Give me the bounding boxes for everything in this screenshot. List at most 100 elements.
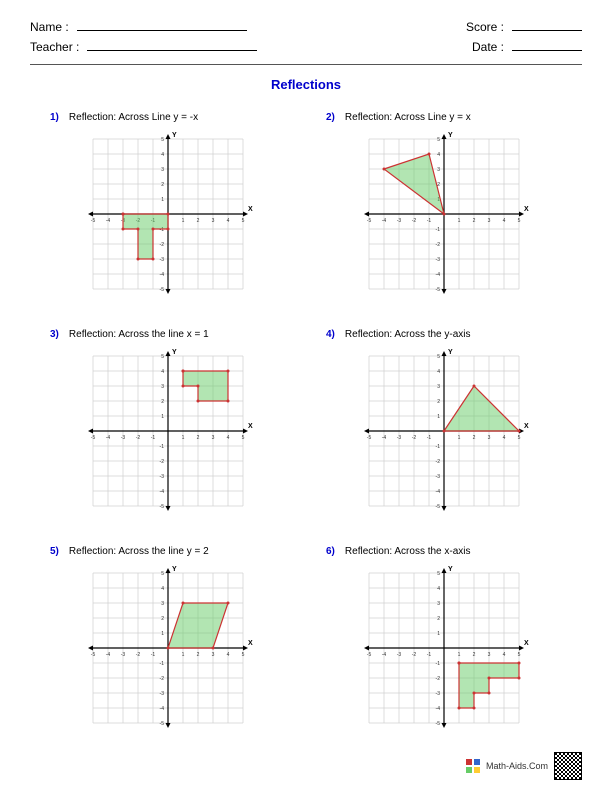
svg-text:-5: -5 xyxy=(367,218,372,224)
problem-text: Reflection: Across the x-axis xyxy=(345,546,471,557)
graph-wrap: -5-4-3-2-112345-5-4-3-2-112345XY xyxy=(326,129,562,299)
name-line xyxy=(77,30,247,31)
svg-text:4: 4 xyxy=(437,152,440,158)
coordinate-grid: -5-4-3-2-112345-5-4-3-2-112345XY xyxy=(359,346,529,516)
svg-text:X: X xyxy=(524,423,529,430)
svg-text:5: 5 xyxy=(161,137,164,143)
svg-text:X: X xyxy=(524,206,529,213)
problem-1: 1)Reflection: Across Line y = -x-5-4-3-2… xyxy=(50,112,286,299)
svg-text:X: X xyxy=(524,640,529,647)
svg-text:-1: -1 xyxy=(427,435,432,441)
graph-wrap: -5-4-3-2-112345-5-4-3-2-112345XY xyxy=(50,129,286,299)
svg-text:4: 4 xyxy=(227,435,230,441)
svg-text:2: 2 xyxy=(197,218,200,224)
teacher-field: Teacher : xyxy=(30,40,257,54)
svg-text:3: 3 xyxy=(212,218,215,224)
svg-text:-2: -2 xyxy=(412,435,417,441)
svg-text:1: 1 xyxy=(458,652,461,658)
svg-text:-5: -5 xyxy=(436,504,441,510)
svg-text:Y: Y xyxy=(448,566,453,573)
name-label: Name : xyxy=(30,20,69,34)
svg-text:4: 4 xyxy=(503,218,506,224)
svg-text:-1: -1 xyxy=(427,652,432,658)
svg-text:1: 1 xyxy=(437,631,440,637)
svg-text:3: 3 xyxy=(161,384,164,390)
svg-text:3: 3 xyxy=(437,167,440,173)
svg-text:-1: -1 xyxy=(160,444,165,450)
svg-text:-2: -2 xyxy=(160,676,165,682)
svg-text:-5: -5 xyxy=(160,721,165,727)
svg-text:4: 4 xyxy=(227,218,230,224)
svg-text:5: 5 xyxy=(161,571,164,577)
svg-text:-3: -3 xyxy=(436,691,441,697)
svg-text:-3: -3 xyxy=(160,474,165,480)
problem-text: Reflection: Across the line y = 2 xyxy=(69,546,209,557)
svg-text:4: 4 xyxy=(161,369,164,375)
svg-text:-1: -1 xyxy=(427,218,432,224)
svg-text:-4: -4 xyxy=(436,706,441,712)
svg-text:3: 3 xyxy=(437,601,440,607)
svg-text:-4: -4 xyxy=(436,489,441,495)
svg-text:5: 5 xyxy=(518,218,521,224)
problem-text: Reflection: Across Line y = x xyxy=(345,112,471,123)
score-label: Score : xyxy=(466,20,504,34)
svg-text:-5: -5 xyxy=(436,287,441,293)
svg-text:2: 2 xyxy=(161,399,164,405)
svg-text:4: 4 xyxy=(227,652,230,658)
svg-text:4: 4 xyxy=(503,435,506,441)
teacher-line xyxy=(87,50,257,51)
svg-text:5: 5 xyxy=(242,652,245,658)
svg-text:2: 2 xyxy=(473,435,476,441)
svg-text:2: 2 xyxy=(437,399,440,405)
svg-text:-5: -5 xyxy=(91,652,96,658)
svg-text:-4: -4 xyxy=(382,435,387,441)
svg-text:1: 1 xyxy=(161,414,164,420)
shape xyxy=(183,371,228,401)
coordinate-grid: -5-4-3-2-112345-5-4-3-2-112345XY xyxy=(83,563,253,733)
problem-text: Reflection: Across the y-axis xyxy=(345,329,471,340)
svg-text:-1: -1 xyxy=(160,661,165,667)
svg-text:1: 1 xyxy=(182,435,185,441)
svg-text:-3: -3 xyxy=(160,691,165,697)
teacher-label: Teacher : xyxy=(30,40,79,54)
svg-text:-5: -5 xyxy=(91,435,96,441)
svg-text:-1: -1 xyxy=(436,444,441,450)
svg-text:-4: -4 xyxy=(382,652,387,658)
svg-text:5: 5 xyxy=(518,435,521,441)
svg-text:-5: -5 xyxy=(160,504,165,510)
svg-text:3: 3 xyxy=(161,601,164,607)
problem-number: 6) xyxy=(326,546,335,557)
svg-text:2: 2 xyxy=(161,616,164,622)
svg-text:-3: -3 xyxy=(160,257,165,263)
graph-wrap: -5-4-3-2-112345-5-4-3-2-112345XY xyxy=(50,563,286,733)
svg-text:5: 5 xyxy=(161,354,164,360)
svg-text:-2: -2 xyxy=(436,676,441,682)
svg-text:Y: Y xyxy=(172,349,177,356)
svg-text:-2: -2 xyxy=(436,459,441,465)
svg-text:-2: -2 xyxy=(412,218,417,224)
shape xyxy=(168,603,228,648)
problem-number: 5) xyxy=(50,546,59,557)
svg-text:4: 4 xyxy=(437,586,440,592)
svg-text:1: 1 xyxy=(182,218,185,224)
svg-text:-3: -3 xyxy=(397,652,402,658)
svg-text:Y: Y xyxy=(172,566,177,573)
header-divider xyxy=(30,64,582,65)
svg-text:Y: Y xyxy=(448,132,453,139)
svg-text:3: 3 xyxy=(488,435,491,441)
svg-text:X: X xyxy=(248,423,253,430)
svg-text:3: 3 xyxy=(212,435,215,441)
svg-text:-4: -4 xyxy=(160,272,165,278)
svg-text:-3: -3 xyxy=(397,218,402,224)
score-line xyxy=(512,30,582,31)
score-field: Score : xyxy=(466,20,582,34)
svg-text:5: 5 xyxy=(242,218,245,224)
date-field: Date : xyxy=(472,40,582,54)
footer: Math-Aids.Com xyxy=(466,752,582,780)
problem-5: 5)Reflection: Across the line y = 2-5-4-… xyxy=(50,546,286,733)
svg-text:4: 4 xyxy=(437,369,440,375)
problem-text: Reflection: Across the line x = 1 xyxy=(69,329,209,340)
svg-text:-4: -4 xyxy=(436,272,441,278)
svg-text:1: 1 xyxy=(161,197,164,203)
svg-text:5: 5 xyxy=(242,435,245,441)
